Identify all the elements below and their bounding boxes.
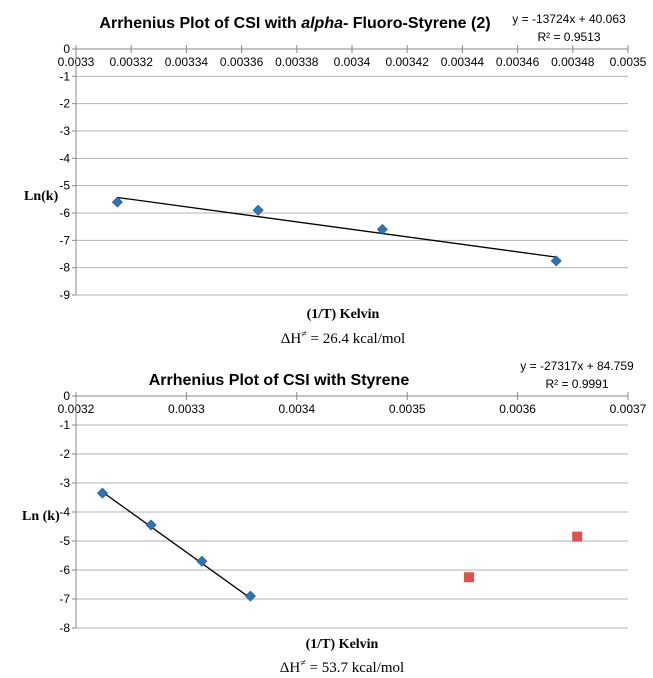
y-tick-label: -6 [59, 563, 70, 577]
x-tick-label: 0.0034 [278, 402, 315, 416]
y-tick-label: -5 [59, 179, 70, 193]
y-tick-label: -8 [59, 621, 70, 635]
chart-1-enthalpy-annotation: ΔH≠ = 26.4 kcal/mol [281, 329, 405, 347]
x-tick-label: 0.00334 [165, 55, 209, 69]
y-tick-label: -4 [59, 151, 70, 165]
x-tick-label: 0.00344 [441, 55, 485, 69]
chart-1-x-tick-labels: 0.0033 0.00332 0.00334 0.00336 0.00338 0.0034… [58, 55, 647, 69]
data-point [97, 487, 108, 499]
y-tick-label: -4 [59, 505, 70, 519]
x-tick-label: 0.0036 [499, 402, 536, 416]
chart-2-y-tick-labels: 0 -1 -2 -3 -4 -5 -6 -7 -8 [59, 389, 70, 635]
chart-1-x-label: (1/T) Kelvin [307, 307, 380, 322]
data-point [244, 590, 256, 602]
y-tick-label: -7 [59, 592, 70, 606]
y-tick-label: -3 [59, 124, 70, 138]
y-tick-label: -6 [59, 206, 70, 220]
x-tick-label: 0.00336 [220, 55, 264, 69]
data-point [111, 196, 123, 208]
chart-1-title: Arrhenius Plot of CSI with alpha- Fluoro… [99, 15, 490, 32]
chart-2: Arrhenius Plot of CSI with Styrene y = -… [22, 359, 647, 676]
x-tick-label: 0.0035 [389, 402, 426, 416]
data-point [572, 531, 583, 542]
x-tick-label: 0.00348 [551, 55, 595, 69]
data-point [252, 204, 264, 216]
chart-2-x-tick-labels: 0.0032 0.0033 0.0034 0.0035 0.0036 0.0037 [58, 402, 647, 416]
chart-2-equation: y = -27317x + 84.759 [520, 359, 634, 373]
data-point [145, 519, 157, 531]
y-tick-label: -9 [59, 288, 70, 302]
chart-1: Arrhenius Plot of CSI with alpha- Fluoro… [24, 12, 647, 347]
chart-1-trendline [117, 196, 557, 258]
x-tick-label: 0.0034 [334, 55, 371, 69]
data-point [550, 255, 562, 267]
x-tick-label: 0.00332 [110, 55, 154, 69]
chart-1-y-label: Ln(k) [24, 189, 59, 204]
y-tick-label: -7 [59, 233, 70, 247]
chart-1-r-squared: R² = 0.9513 [537, 30, 600, 44]
y-tick-label: -5 [59, 534, 70, 548]
chart-1-y-tick-labels: 0 -1 -2 -3 -4 -5 -6 -7 -8 -9 [59, 42, 70, 302]
x-tick-label: 0.00342 [386, 55, 430, 69]
chart-2-enthalpy-annotation: ΔH≠ = 53.7 kcal/mol [280, 658, 404, 676]
y-tick-label: 0 [63, 42, 70, 56]
y-tick-label: -8 [59, 261, 70, 275]
chart-2-y-label: Ln (k) [22, 509, 60, 524]
chart-1-gridlines [72, 45, 629, 296]
chart-2-gridlines [72, 392, 629, 629]
x-tick-label: 0.00346 [496, 55, 540, 69]
data-point [464, 572, 475, 583]
y-tick-label: -2 [59, 97, 70, 111]
x-tick-label: 0.0037 [610, 402, 647, 416]
chart-2-title: Arrhenius Plot of CSI with Styrene [149, 372, 410, 389]
data-point [196, 555, 208, 567]
y-tick-label: -3 [59, 476, 70, 490]
y-tick-label: -1 [59, 69, 70, 83]
x-tick-label: 0.0035 [610, 55, 647, 69]
chart-1-equation: y = -13724x + 40.063 [512, 12, 626, 26]
chart-2-x-label: (1/T) Kelvin [306, 637, 379, 652]
chart-2-trendline [102, 491, 251, 599]
data-point [376, 223, 388, 235]
x-tick-label: 0.00338 [275, 55, 319, 69]
chart-1-points [111, 196, 562, 267]
chart-2-points [97, 487, 583, 602]
chart-2-r-squared: R² = 0.9991 [545, 377, 608, 391]
x-tick-label: 0.0033 [168, 402, 205, 416]
y-tick-label: -1 [59, 418, 70, 432]
y-tick-label: 0 [63, 389, 70, 403]
y-tick-label: -2 [59, 447, 70, 461]
